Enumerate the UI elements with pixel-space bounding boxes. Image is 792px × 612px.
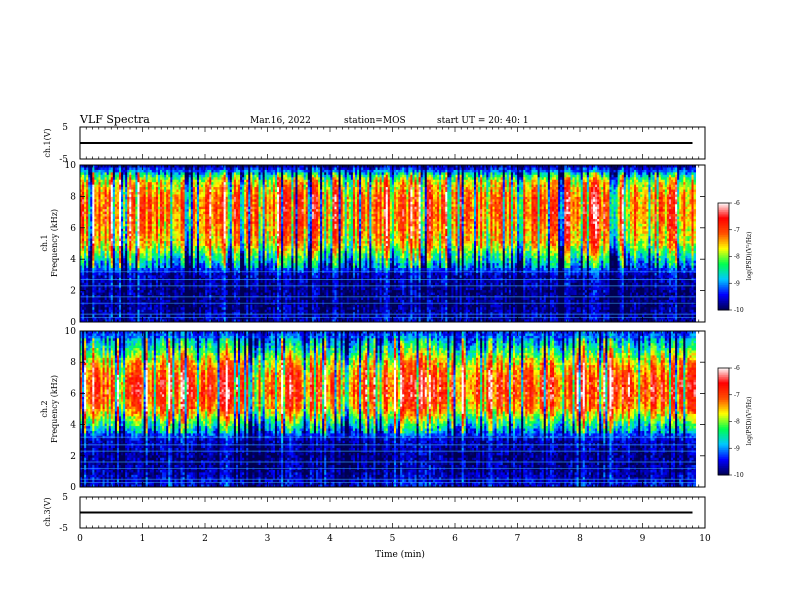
ch1-spectrogram-ylabel: ch.1 — [40, 234, 49, 251]
x-tick-label: 4 — [327, 534, 333, 544]
y-tick-label: 6 — [70, 389, 76, 399]
y-tick-label: 10 — [65, 161, 77, 171]
colorbar-tick-label: -9 — [734, 280, 740, 287]
date-label: Mar.16, 2022 — [250, 116, 311, 126]
ch1-waveform-panel: 5 -5 ch.1(V) — [43, 123, 706, 165]
y-tick-label: -5 — [59, 524, 68, 534]
colorbar-tick-label: -6 — [734, 200, 740, 207]
ch2-spectrogram-panel: 0 2 4 6 8 10 ch.2 Frequency (kHz) — [40, 327, 706, 493]
x-tick-label: 7 — [515, 534, 521, 544]
figure-title: VLF Spectra — [79, 113, 150, 126]
y-tick-label: 5 — [62, 493, 68, 503]
y-tick-label: 10 — [65, 327, 77, 337]
x-tick-label: 2 — [202, 534, 208, 544]
y-tick-label: -5 — [59, 155, 68, 165]
y-tick-label: 6 — [70, 224, 76, 234]
x-axis-label: Time (min) — [375, 549, 425, 560]
ch3-waveform-panel: 0 1 2 3 4 5 6 7 8 9 10 5 -5 ch.3(V) Time (min) — [43, 493, 711, 560]
ch3-ylabel: ch.3(V) — [43, 497, 52, 526]
colorbar-tick-label: -6 — [734, 365, 740, 372]
colorbar-tick-label: -7 — [734, 392, 740, 399]
y-tick-label: 0 — [70, 483, 76, 493]
colorbar-tick-label: -7 — [734, 227, 740, 234]
y-tick-label: 4 — [70, 255, 76, 265]
y-tick-label: 5 — [62, 123, 68, 133]
x-tick-label: 5 — [390, 534, 396, 544]
ch1-spectrogram-ylabel-freq: Frequency (kHz) — [50, 209, 59, 277]
x-tick-label: 10 — [699, 534, 711, 544]
ch2-colorbar: -6 -7 -8 -9 -10 log(PSD)(V²/Hz) — [717, 365, 753, 479]
y-tick-label: 8 — [70, 358, 76, 368]
y-tick-label: 2 — [70, 287, 76, 297]
ch2-spectrogram-image — [80, 331, 705, 488]
ch2-spectrogram-ylabel: ch.2 — [40, 400, 49, 417]
ch2-spectrogram-ylabel-freq: Frequency (kHz) — [50, 375, 59, 443]
x-tick-label: 9 — [640, 534, 646, 544]
ch1-spectrogram-image — [80, 165, 705, 323]
ch2-colorbar-label: log(PSD)(V²/Hz) — [746, 397, 753, 446]
colorbar-tick-label: -9 — [734, 445, 740, 452]
y-tick-label: 2 — [70, 452, 76, 462]
station-label: station=MOS — [344, 116, 406, 126]
x-tick-label: 6 — [452, 534, 458, 544]
colorbar-tick-label: -10 — [734, 472, 744, 479]
x-tick-label: 1 — [140, 534, 146, 544]
ch1-ylabel: ch.1(V) — [43, 128, 52, 157]
x-tick-label: 8 — [577, 534, 583, 544]
ch1-colorbar-label: log(PSD)(V²/Hz) — [746, 232, 753, 281]
colorbar-tick-label: -8 — [734, 419, 740, 426]
y-tick-label: 8 — [70, 192, 76, 202]
x-tick-label: 3 — [265, 534, 271, 544]
colorbar-tick-label: -10 — [734, 307, 744, 314]
ch1-spectrogram-panel: 0 2 4 6 8 10 ch.1 Frequency (kHz) — [40, 161, 706, 328]
y-tick-label: 4 — [70, 421, 76, 431]
y-tick-label: 0 — [70, 318, 76, 328]
x-tick-label: 0 — [77, 534, 83, 544]
ch1-colorbar: -6 -7 -8 -9 -10 log(PSD)(V²/Hz) — [717, 200, 753, 314]
colorbar-tick-label: -8 — [734, 254, 740, 261]
start-ut-label: start UT = 20: 40: 1 — [437, 116, 529, 126]
